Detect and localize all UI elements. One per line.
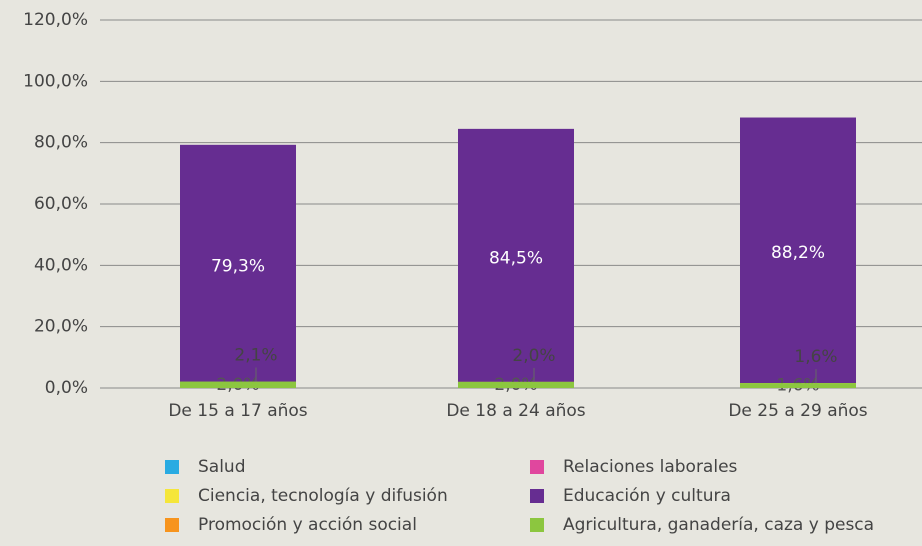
legend-label: Ciencia, tecnología y difusión <box>198 486 448 506</box>
y-tick-label: 40,0% <box>34 255 88 275</box>
bar-segment <box>180 144 296 388</box>
data-label: 88,2% <box>771 243 825 263</box>
legend-swatch <box>530 460 544 474</box>
legend-swatch <box>165 489 179 503</box>
bar-segment <box>458 381 574 388</box>
bar-segment <box>180 381 296 388</box>
data-label: 2,0% <box>512 346 555 366</box>
legend-swatch <box>165 460 179 474</box>
data-label: 2,1% <box>234 346 277 366</box>
legend-label: Agricultura, ganadería, caza y pesca <box>563 515 874 535</box>
legend-label: Educación y cultura <box>563 486 731 506</box>
y-tick-label: 60,0% <box>34 194 88 214</box>
legend-label: Salud <box>198 457 246 477</box>
legend-label: Relaciones laborales <box>563 457 738 477</box>
data-label: 84,5% <box>489 248 543 268</box>
legend-swatch <box>530 489 544 503</box>
data-label: 79,3% <box>211 256 265 276</box>
legend-swatch <box>530 518 544 532</box>
x-tick-label: De 15 a 17 años <box>168 401 307 421</box>
bar-segment <box>740 117 856 389</box>
bar-segment <box>458 128 574 388</box>
y-tick-label: 100,0% <box>23 71 88 91</box>
y-tick-label: 120,0% <box>23 10 88 30</box>
data-label: 1,6% <box>794 347 837 367</box>
x-tick-label: De 18 a 24 años <box>446 401 585 421</box>
legend-label: Promoción y acción social <box>198 515 417 535</box>
bar-segment <box>740 383 856 388</box>
legend-swatch <box>165 518 179 532</box>
y-tick-label: 20,0% <box>34 317 88 337</box>
y-tick-label: 0,0% <box>45 378 88 398</box>
y-tick-label: 80,0% <box>34 133 88 153</box>
x-tick-label: De 25 a 29 años <box>728 401 867 421</box>
